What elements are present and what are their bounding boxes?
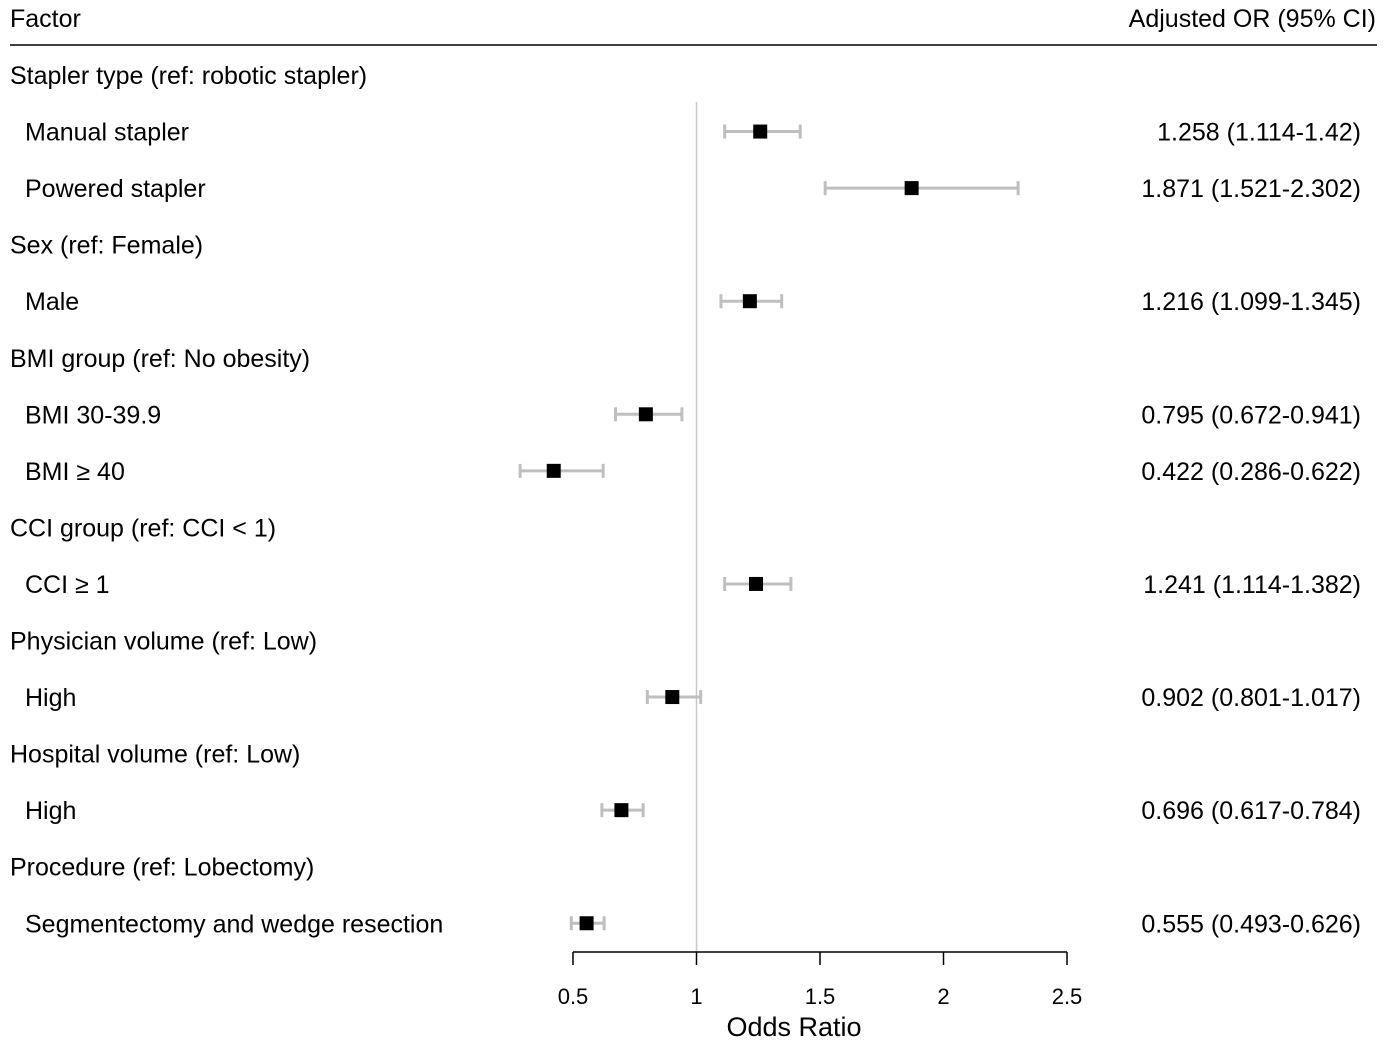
or-value-label: 1.216 (1.099-1.345) xyxy=(1141,288,1361,316)
x-tick-label: 0.5 xyxy=(558,984,589,1009)
or-point xyxy=(665,690,680,705)
or-value-label: 0.902 (0.801-1.017) xyxy=(1141,684,1361,712)
or-point xyxy=(638,407,653,422)
or-point xyxy=(579,916,594,931)
or-point xyxy=(749,576,764,591)
x-tick-label: 2.5 xyxy=(1052,984,1083,1009)
factor-label: CCI ≥ 1 xyxy=(25,571,110,599)
factor-label: High xyxy=(25,797,76,825)
or-value-label: 0.696 (0.617-0.784) xyxy=(1141,797,1361,825)
or-value-label: 1.258 (1.114-1.42) xyxy=(1157,119,1361,147)
factor-column-header: Factor xyxy=(10,5,81,33)
x-tick-label: 2 xyxy=(937,984,949,1009)
group-label: Physician volume (ref: Low) xyxy=(10,628,317,656)
x-tick-label: 1 xyxy=(690,984,702,1009)
x-axis: 0.5 1 1.5 2 2.5 xyxy=(558,951,1083,1009)
rows-layer: Stapler type (ref: robotic stapler) Manua… xyxy=(10,62,1361,952)
group-label: Hospital volume (ref: Low) xyxy=(10,741,300,769)
x-tick-label: 1.5 xyxy=(805,984,836,1009)
or-point xyxy=(546,463,561,478)
or-value-label: 1.241 (1.114-1.382) xyxy=(1143,571,1361,599)
factor-label: Male xyxy=(25,288,79,316)
x-axis-title: Odds Ratio xyxy=(726,1012,861,1042)
group-label: Sex (ref: Female) xyxy=(10,232,203,260)
or-column-header: Adjusted OR (95% CI) xyxy=(1129,5,1376,33)
group-label: Procedure (ref: Lobectomy) xyxy=(10,854,314,882)
factor-label: High xyxy=(25,684,76,712)
factor-label: Segmentectomy and wedge resection xyxy=(25,910,443,938)
factor-label: Manual stapler xyxy=(25,119,189,147)
or-value-label: 0.795 (0.672-0.941) xyxy=(1141,401,1361,429)
or-value-label: 1.871 (1.521-2.302) xyxy=(1141,175,1361,203)
factor-label: Powered stapler xyxy=(25,175,206,203)
group-label: Stapler type (ref: robotic stapler) xyxy=(10,62,367,90)
group-label: CCI group (ref: CCI < 1) xyxy=(10,514,276,542)
or-point xyxy=(742,294,757,309)
or-point xyxy=(753,124,768,139)
or-point xyxy=(904,181,919,196)
factor-label: BMI ≥ 40 xyxy=(25,458,125,486)
group-label: BMI group (ref: No obesity) xyxy=(10,345,310,373)
or-point xyxy=(614,803,629,818)
or-value-label: 0.422 (0.286-0.622) xyxy=(1141,458,1361,486)
or-value-label: 0.555 (0.493-0.626) xyxy=(1141,910,1361,938)
factor-label: BMI 30-39.9 xyxy=(25,401,161,429)
